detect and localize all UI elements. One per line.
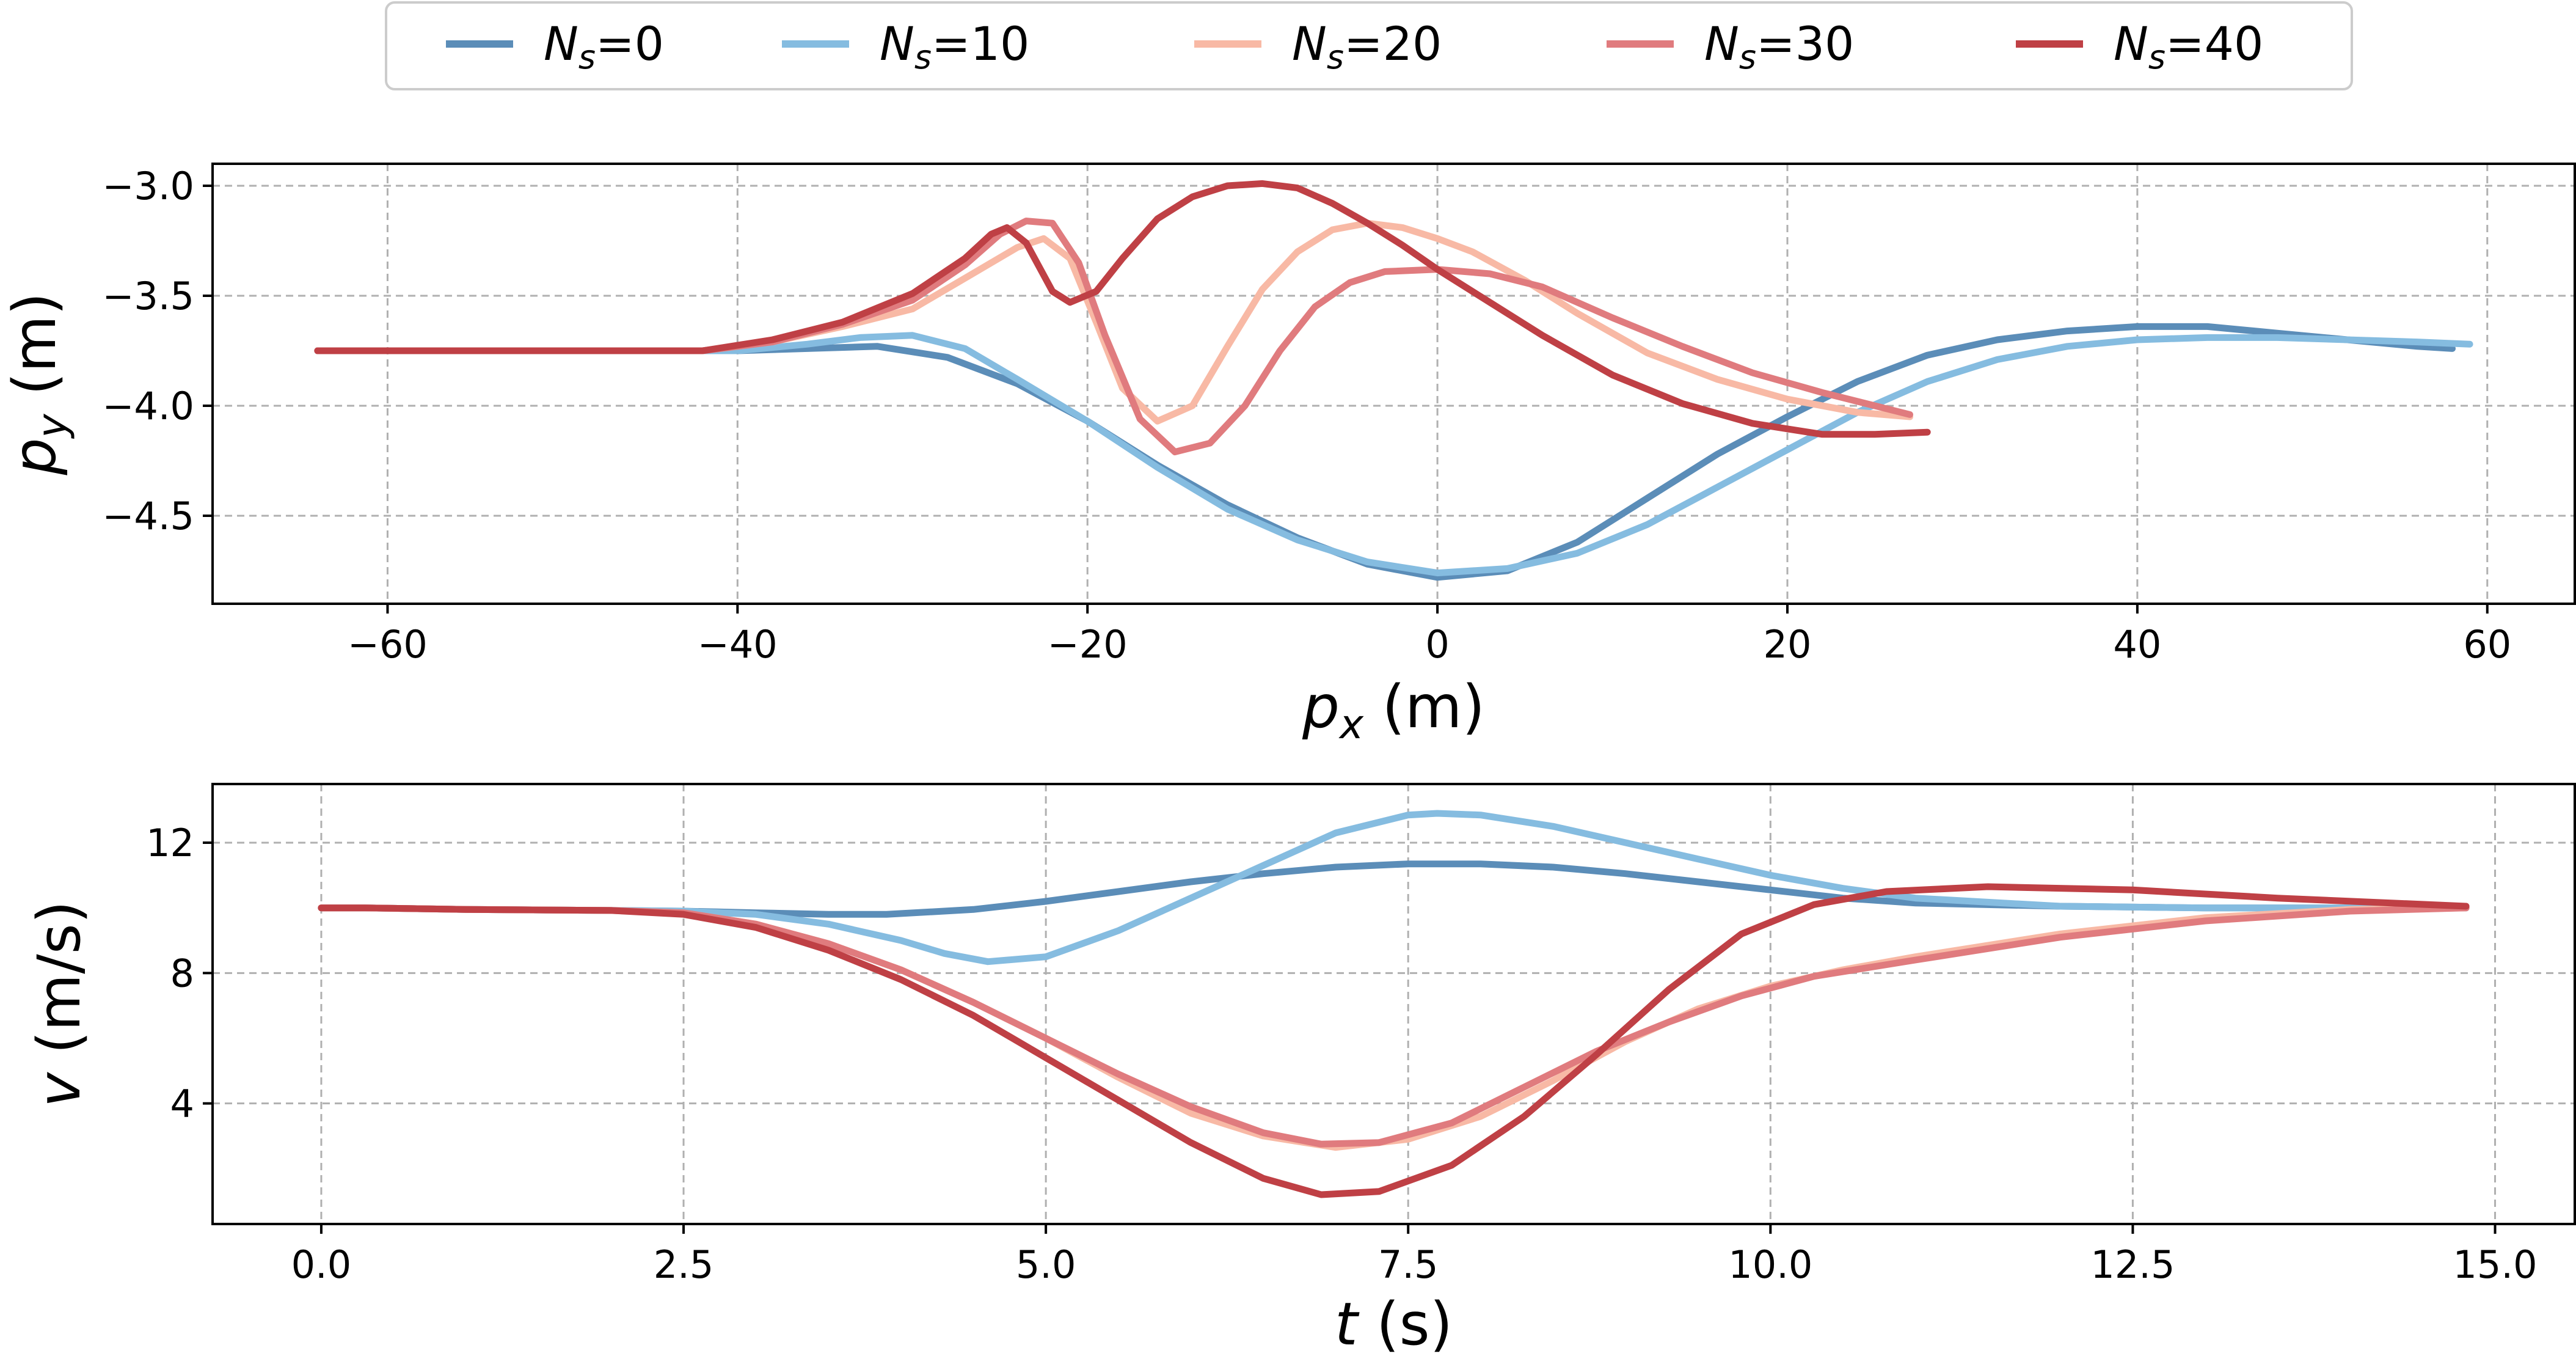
x-tick-label: 10.0 (1728, 1242, 1812, 1287)
y-ticks: 4 8 12 (146, 821, 213, 1126)
x-tick-label: −20 (1048, 622, 1128, 667)
series-line (314, 332, 2473, 577)
legend-item: Ns=40 (2016, 16, 2263, 76)
x-tick-label: −40 (698, 622, 778, 667)
y-tick-label: −3.5 (102, 274, 194, 318)
y-tick-label: 8 (170, 951, 194, 995)
x-ticks: −60 −40 −20 0 20 40 60 (348, 604, 2511, 667)
chart-panel-position: −60 −40 −20 0 20 40 60 −3.0 −3.5 −4.0 −4.5 px (m)… (1, 163, 2576, 748)
series-lines (318, 810, 2470, 1198)
x-tick-label: 2.5 (654, 1242, 714, 1287)
series-line (314, 219, 1913, 425)
grid (213, 784, 2575, 1224)
x-tick-label: 60 (2463, 622, 2511, 667)
chart-panel-velocity: 0.0 2.5 5.0 7.5 10.0 12.5 15.0 4 8 12 t (s) v (m… (25, 783, 2576, 1356)
y-ticks: −3.0 −3.5 −4.0 −4.5 (102, 164, 213, 538)
legend-label: Ns=40 (2114, 16, 2263, 76)
legend-frame (385, 1, 2353, 90)
x-tick-label: 40 (2113, 622, 2161, 667)
series-line (318, 904, 2470, 1148)
legend-label: Ns=30 (1704, 16, 1854, 76)
y-axis-label: v (m/s) (25, 901, 93, 1107)
legend: Ns=0 Ns=10 Ns=20 Ns=30 Ns=40 (385, 1, 2353, 90)
legend-item: Ns=30 (1607, 16, 1854, 76)
legend-label: Ns=10 (880, 16, 1029, 76)
series-line (314, 323, 2456, 581)
x-tick-label: 7.5 (1378, 1242, 1439, 1287)
x-tick-label: 12.5 (2090, 1242, 2175, 1287)
plot-frame (211, 163, 2576, 605)
plot-frame (211, 783, 2576, 1225)
x-axis-label: t (s) (1335, 1290, 1453, 1356)
series-line (314, 180, 1931, 438)
x-tick-label: 15.0 (2453, 1242, 2537, 1287)
legend-label: Ns=20 (1292, 16, 1442, 76)
x-tick-label: 0 (1425, 622, 1449, 667)
y-tick-label: −4.5 (102, 494, 194, 538)
y-tick-label: 12 (146, 821, 194, 865)
x-tick-label: 0.0 (291, 1242, 352, 1287)
x-tick-label: 20 (1764, 622, 1812, 667)
series-line (314, 218, 1913, 456)
legend-item: Ns=0 (446, 16, 664, 76)
y-axis-label: py (m) (1, 293, 76, 476)
x-tick-label: 5.0 (1016, 1242, 1076, 1287)
x-axis-label: px (m) (1302, 673, 1485, 748)
x-ticks: 0.0 2.5 5.0 7.5 10.0 12.5 15.0 (291, 1224, 2538, 1287)
y-tick-label: −4.0 (102, 384, 194, 428)
x-tick-label: −60 (348, 622, 428, 667)
legend-item: Ns=20 (1194, 16, 1442, 76)
series-lines (314, 180, 2473, 581)
y-tick-label: −3.0 (102, 164, 194, 208)
series-line (318, 904, 2470, 1151)
y-tick-label: 4 (170, 1082, 194, 1126)
series-line (318, 883, 2470, 1198)
legend-item: Ns=10 (782, 16, 1029, 76)
legend-label: Ns=0 (544, 16, 664, 76)
